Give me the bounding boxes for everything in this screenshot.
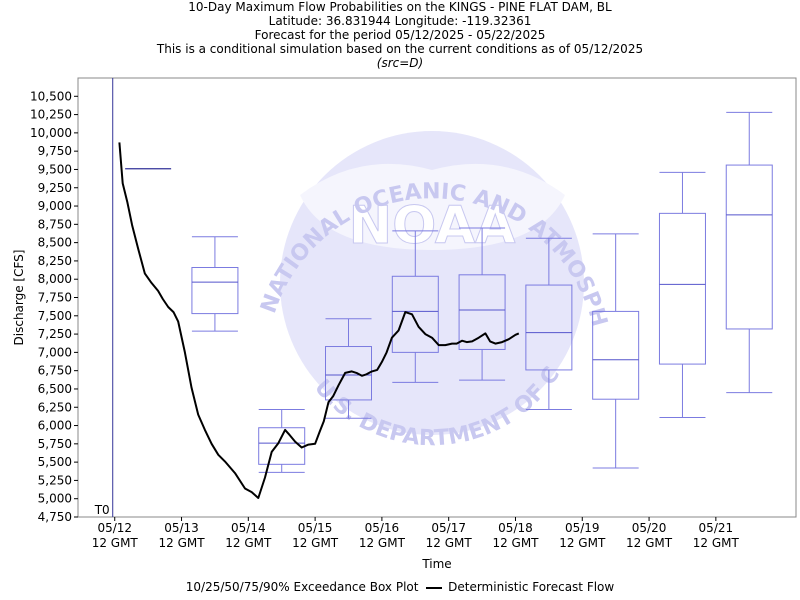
chart-note: This is a conditional simulation based o… [156,42,644,56]
y-tick-label: 8,750 [38,217,72,231]
box-iqr [658,212,706,365]
x-tick-label-time: 12 GMT [225,536,272,550]
y-tick-label: 9,250 [38,181,72,195]
x-tick-label-date: 05/12 [97,521,132,535]
deterministic-forecast-line [118,142,520,499]
box-iqr [325,346,373,401]
box-plot-day-10 [725,111,773,394]
y-tick-label: 8,250 [38,254,72,268]
x-tick-label-date: 05/18 [498,521,533,535]
y-tick-label: 7,500 [38,309,72,323]
y-tick-label: 9,000 [38,199,72,213]
y-tick-label: 10,250 [30,108,72,122]
box-iqr [725,164,773,330]
x-tick-label-date: 05/16 [365,521,400,535]
x-tick-label-time: 12 GMT [559,536,606,550]
y-tick-label: 5,750 [38,437,72,451]
y-tick-label: 5,000 [38,492,72,506]
x-tick-label-time: 12 GMT [426,536,473,550]
box-iqr [191,267,239,315]
box-iqr [458,274,506,350]
box-plot-day-6 [458,227,506,381]
y-tick-label: 7,250 [38,327,72,341]
y-tick-label: 6,500 [38,382,72,396]
x-tick-label-time: 12 GMT [92,536,139,550]
y-tick-label: 8,000 [38,272,72,286]
box-plot-day-7 [525,237,573,410]
x-tick-label-time: 12 GMT [492,536,539,550]
y-tick-label: 5,500 [38,455,72,469]
x-tick-label-date: 05/19 [565,521,600,535]
box-iqr [258,427,306,465]
box-plot-day-3 [258,408,306,473]
chart-title-block: 10-Day Maximum Flow Probabilities on the… [0,0,800,70]
chart-source: (src=D) [376,56,424,70]
chart-legend: 10/25/50/75/90% Exceedance Box Plot Dete… [0,580,800,594]
box-plot-day-4 [325,318,373,419]
chart-location: Latitude: 36.831944 Longitude: -119.3236… [268,14,532,28]
t0-label: T0 [94,503,110,517]
x-tick-label-date: 05/17 [431,521,466,535]
x-tick-label-time: 12 GMT [359,536,406,550]
x-tick-label-date: 05/21 [699,521,734,535]
x-tick-label-time: 12 GMT [693,536,740,550]
y-tick-label: 6,750 [38,364,72,378]
watermark-logo-text: NOAA [349,196,516,256]
y-axis: 4,750 5,000 5,250 5,500 5,750 6,000 6,250 6,500… [30,89,78,524]
series-layer [118,142,520,499]
chart-period: Forecast for the period 05/12/2025 - 05/… [254,28,546,42]
y-tick-label: 10,000 [30,126,72,140]
y-tick-label: 5,250 [38,473,72,487]
x-tick-label-time: 12 GMT [158,536,205,550]
legend-box-label: 10/25/50/75/90% Exceedance Box Plot [185,580,419,594]
y-tick-label: 9,500 [38,162,72,176]
x-tick-label-time: 12 GMT [292,536,339,550]
y-tick-label: 7,750 [38,291,72,305]
x-tick-label-time: 12 GMT [626,536,673,550]
x-axis-label: Time [421,557,451,571]
x-tick-label-date: 05/14 [231,521,266,535]
y-tick-label: 9,750 [38,144,72,158]
legend-line-label: Deterministic Forecast Flow [448,580,615,594]
y-tick-label: 8,500 [38,236,72,250]
box-iqr [391,275,439,353]
x-tick-label-date: 05/13 [164,521,199,535]
box-plot-day-2 [191,236,239,332]
y-tick-label: 6,250 [38,400,72,414]
y-tick-label: 7,000 [38,345,72,359]
box-plot-day-9 [658,171,706,418]
y-tick-label: 4,750 [38,510,72,524]
box-plots [125,111,773,473]
y-tick-label: 6,000 [38,419,72,433]
x-tick-label-date: 05/15 [298,521,333,535]
y-tick-label: 10,500 [30,89,72,103]
x-tick-label-date: 05/20 [632,521,667,535]
y-axis-label: Discharge [CFS] [12,250,26,346]
box-plot-day-8 [592,233,640,469]
box-iqr [592,310,640,400]
box-plot-day-5 [391,230,439,383]
box-iqr [525,284,573,371]
chart-title: 10-Day Maximum Flow Probabilities on the… [188,0,612,14]
legend-line-swatch [426,586,443,589]
